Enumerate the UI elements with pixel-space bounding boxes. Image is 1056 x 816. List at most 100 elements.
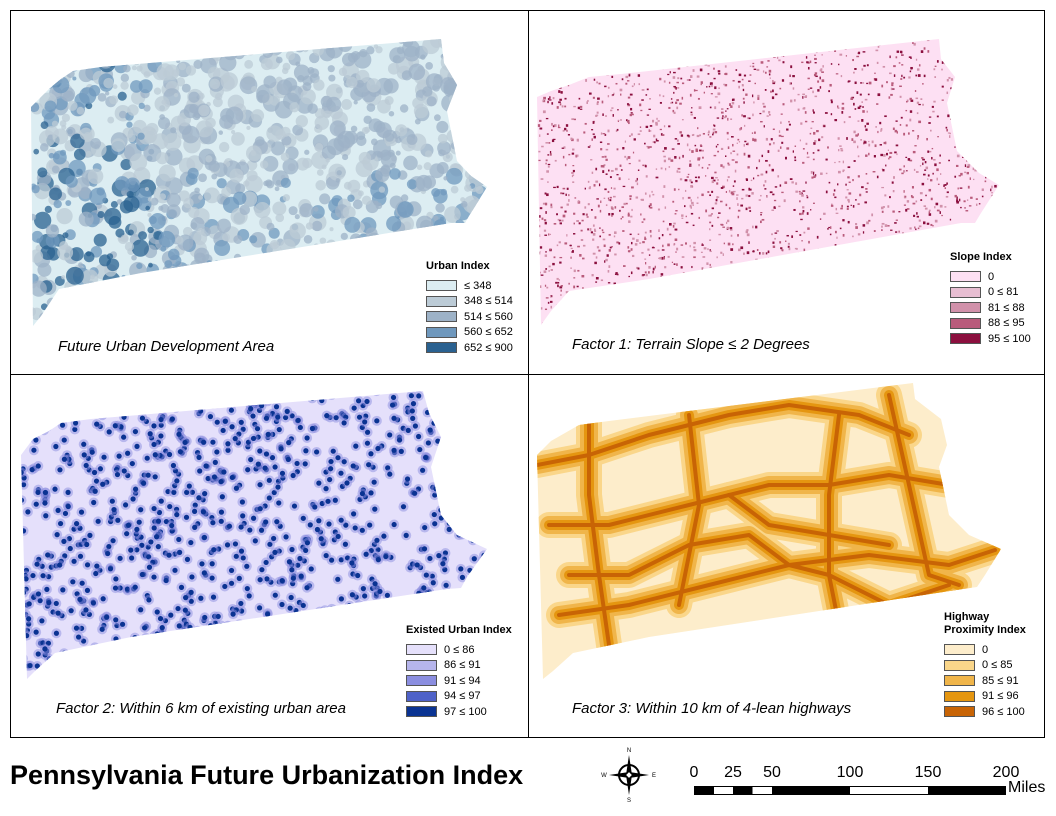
slope-index-cell <box>548 46 551 49</box>
urban-index-cell <box>382 277 392 287</box>
urban-buffer <box>477 497 487 508</box>
slope-index-cell <box>940 271 942 274</box>
slope-index-cell <box>789 254 793 257</box>
slope-index-cell <box>584 44 588 48</box>
slope-index-cell <box>834 196 837 199</box>
slope-index-cell <box>810 170 813 174</box>
urban-buffer <box>285 646 296 657</box>
slope-index-cell <box>652 323 655 325</box>
urban-buffer <box>394 645 405 656</box>
urban-index-cell <box>171 69 180 77</box>
slope-index-cell <box>734 169 737 173</box>
slope-index-cell <box>860 274 863 277</box>
slope-index-cell <box>640 109 643 112</box>
urban-index-cell <box>176 299 192 315</box>
slope-index-cell <box>667 73 670 76</box>
slope-index-cell <box>717 70 721 73</box>
urban-index-cell <box>340 232 348 240</box>
legend-item: 652 ≤ 900 <box>426 340 513 356</box>
urban-buffer <box>385 601 396 612</box>
urban-buffer <box>458 453 469 464</box>
slope-index-cell <box>895 219 898 221</box>
urban-index-cell <box>266 39 284 56</box>
slope-index-cell <box>989 68 991 70</box>
urban-index-cell <box>319 237 327 245</box>
slope-index-cell <box>921 272 923 275</box>
urban-index-cell <box>296 157 310 171</box>
slope-index-cell <box>670 307 673 310</box>
urban-index-cell <box>387 276 398 287</box>
urban-core <box>470 537 476 543</box>
slope-index-cell <box>549 99 552 101</box>
urban-index-cell <box>450 142 459 150</box>
urban-buffer <box>21 653 28 664</box>
slope-index-cell <box>699 149 702 152</box>
urban-buffer <box>356 652 367 663</box>
slope-index-cell <box>755 258 758 261</box>
urban-index-cell <box>209 78 221 90</box>
slope-index-cell <box>809 87 813 89</box>
urban-core <box>24 400 30 406</box>
slope-index-cell <box>612 307 615 310</box>
slope-index-cell <box>543 270 547 273</box>
urban-buffer <box>205 635 216 646</box>
slope-index-cell <box>784 240 787 242</box>
slope-index-cell <box>726 226 729 230</box>
slope-index-cell <box>894 129 898 133</box>
urban-buffer <box>439 423 450 434</box>
slope-index-cell <box>699 144 702 147</box>
urban-buffer <box>142 672 153 679</box>
slope-index-cell <box>747 306 750 309</box>
slope-index-cell <box>870 289 873 291</box>
slope-index-cell <box>843 263 845 266</box>
urban-index-cell <box>348 39 356 46</box>
slope-index-cell <box>729 227 733 230</box>
slope-index-cell <box>994 166 996 168</box>
slope-index-cell <box>728 207 731 210</box>
urban-index-cell <box>275 312 284 321</box>
slope-index-cell <box>711 302 715 305</box>
slope-index-cell <box>881 225 883 228</box>
slope-index-cell <box>887 237 891 240</box>
urban-index-cell <box>480 65 487 74</box>
slope-index-cell <box>672 200 675 203</box>
slope-index-cell <box>826 259 828 263</box>
slope-index-cell <box>784 181 788 184</box>
slope-index-cell <box>830 286 833 289</box>
slope-index-cell <box>923 173 926 176</box>
slope-index-cell <box>633 51 636 54</box>
slope-index-cell <box>560 294 562 296</box>
urban-core <box>438 515 444 521</box>
urban-index-cell <box>384 99 390 104</box>
urban-index-cell <box>64 297 73 306</box>
slope-index-cell <box>598 82 601 85</box>
urban-core <box>48 393 54 399</box>
slope-index-cell <box>762 50 765 53</box>
slope-index-cell <box>824 292 827 294</box>
slope-index-cell <box>624 66 626 69</box>
slope-index-cell <box>740 246 744 250</box>
urban-core <box>81 441 87 447</box>
slope-index-cell <box>547 58 550 61</box>
urban-index-cell <box>97 48 105 56</box>
slope-index-cell <box>623 321 627 325</box>
urban-core <box>397 647 403 653</box>
slope-index-cell <box>766 66 769 68</box>
urban-core <box>279 601 285 608</box>
urban-index-cell <box>395 150 401 156</box>
slope-index-cell <box>766 195 768 197</box>
slope-index-cell <box>965 113 968 117</box>
slope-index-cell <box>640 317 643 320</box>
slope-index-cell <box>866 322 868 325</box>
slope-index-cell <box>786 234 789 237</box>
urban-core <box>228 580 235 586</box>
slope-index-cell <box>944 187 947 190</box>
slope-index-cell <box>837 107 840 109</box>
urban-index-cell <box>386 216 402 232</box>
slope-index-cell <box>709 250 712 253</box>
slope-index-cell <box>722 185 725 189</box>
slope-index-cell <box>781 79 785 82</box>
slope-index-cell <box>693 41 696 43</box>
urban-index-cell <box>155 282 162 290</box>
slope-index-cell <box>886 237 889 239</box>
